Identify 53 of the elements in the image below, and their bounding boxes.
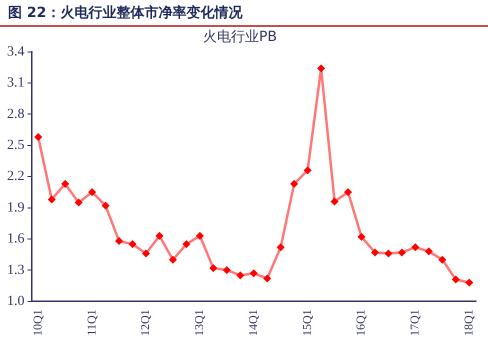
point xyxy=(182,240,190,248)
point xyxy=(74,198,83,207)
point xyxy=(128,240,137,248)
point xyxy=(398,248,406,256)
point xyxy=(168,256,177,264)
y-tick-label: 1.3 xyxy=(7,262,24,278)
y-tick-label: 3.1 xyxy=(7,76,24,91)
point xyxy=(424,247,433,256)
point xyxy=(48,195,56,204)
y-tick-label: 2.2 xyxy=(7,169,24,184)
point xyxy=(34,133,42,142)
point xyxy=(142,250,150,258)
point xyxy=(290,180,298,188)
y-tick-label: 3.4 xyxy=(7,44,24,60)
y-tick-label: 1.0 xyxy=(7,294,24,310)
point xyxy=(344,188,352,196)
y-tick-label: 1.9 xyxy=(7,200,24,216)
point xyxy=(317,64,326,72)
x-tick-label: 14Q1 xyxy=(246,309,260,336)
chart-title: 图 22：火电行业整体市净率变化情况 xyxy=(0,0,488,27)
y-tick-label: 1.6 xyxy=(7,232,24,247)
point xyxy=(330,198,339,206)
point xyxy=(115,237,124,246)
point xyxy=(411,243,420,252)
point xyxy=(102,202,110,210)
point xyxy=(263,274,272,282)
point xyxy=(438,256,446,264)
point xyxy=(384,250,392,258)
point xyxy=(222,266,231,274)
x-tick-label: 11Q1 xyxy=(84,309,98,336)
point xyxy=(88,188,96,196)
chart-subtitle: 火电行业PB xyxy=(202,29,278,46)
point xyxy=(196,232,204,240)
point xyxy=(304,166,312,174)
point xyxy=(61,180,70,188)
x-tick-label: 15Q1 xyxy=(300,309,314,336)
y-tick-label: 2.5 xyxy=(7,138,24,154)
x-tick-label: 18Q1 xyxy=(461,309,476,336)
x-tick-label: 13Q1 xyxy=(192,309,206,336)
point xyxy=(452,276,460,284)
point xyxy=(209,264,218,272)
point xyxy=(465,278,474,287)
point xyxy=(236,271,244,280)
x-tick-label: 12Q1 xyxy=(138,309,152,336)
point xyxy=(155,232,164,240)
point xyxy=(358,232,366,241)
x-tick-label: 10Q1 xyxy=(30,309,44,336)
point xyxy=(250,269,258,278)
y-tick-label: 2.8 xyxy=(7,106,24,122)
point xyxy=(276,243,285,252)
x-tick-label: 16Q1 xyxy=(354,309,368,336)
point xyxy=(370,248,379,256)
x-tick-label: 17Q1 xyxy=(408,309,422,336)
